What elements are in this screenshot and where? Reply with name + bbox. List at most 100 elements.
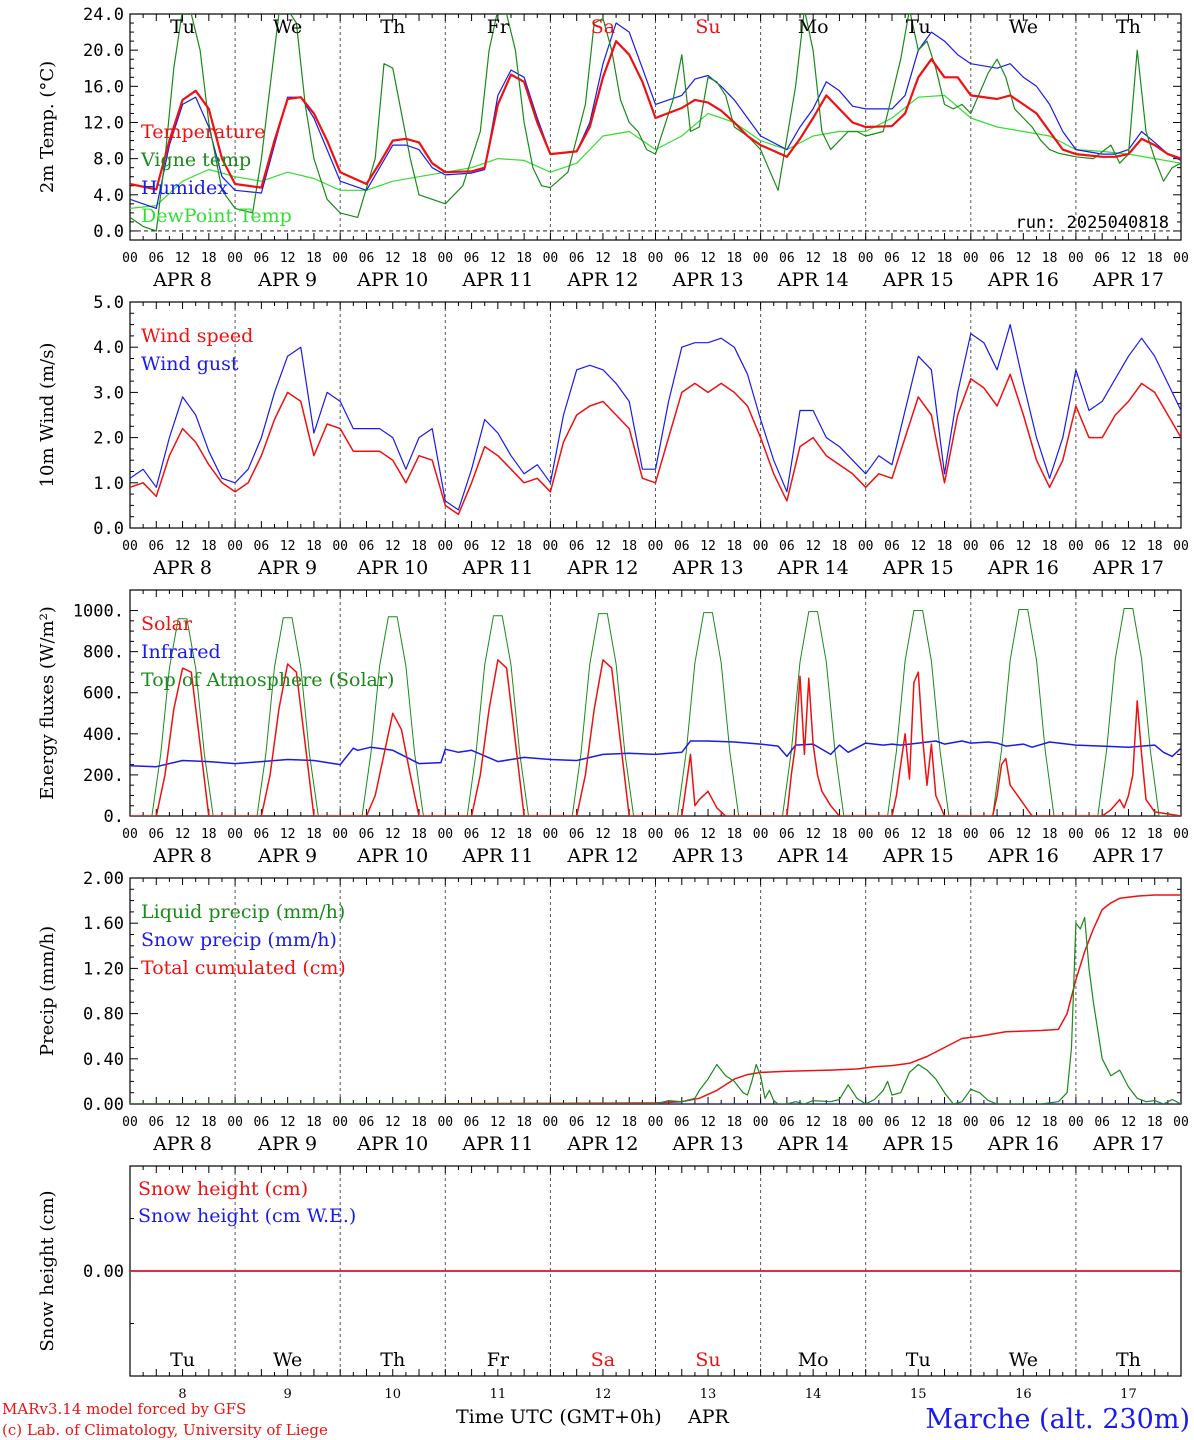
hour-label: 00 xyxy=(1173,1115,1189,1130)
time-axis-title: Time UTC (GMT+0h) xyxy=(456,1406,662,1428)
y-axis-label: Snow height (cm) xyxy=(37,1190,58,1351)
y-tick-label: 800. xyxy=(83,643,124,663)
hour-label: 18 xyxy=(937,1115,953,1130)
y-tick-label: 8.0 xyxy=(93,150,124,170)
weekday-label: Fr xyxy=(487,16,510,38)
date-label: APR 9 xyxy=(257,845,317,867)
weekday-label: We xyxy=(273,16,302,38)
hour-label: 12 xyxy=(280,251,296,266)
date-label: APR 14 xyxy=(777,845,849,867)
hour-label: 00 xyxy=(543,827,559,842)
hour-label: 06 xyxy=(1094,251,1110,266)
hour-label: 12 xyxy=(175,1115,191,1130)
hour-label: 06 xyxy=(779,827,795,842)
date-label: APR 16 xyxy=(987,1133,1059,1155)
hour-label: 00 xyxy=(753,827,769,842)
series-line-infrared xyxy=(130,740,1181,768)
hour-label: 00 xyxy=(648,1115,664,1130)
date-label: APR 12 xyxy=(566,845,638,867)
legend-entry: Snow precip (mm/h) xyxy=(141,929,337,951)
hour-label: 06 xyxy=(148,1115,164,1130)
date-label: APR 14 xyxy=(777,1133,849,1155)
hour-label: 12 xyxy=(700,827,716,842)
day-number-label: 14 xyxy=(805,1387,822,1402)
legend-entry: Vigne temp xyxy=(140,149,251,171)
hour-label: 06 xyxy=(989,827,1005,842)
hour-label: 06 xyxy=(464,1115,480,1130)
hour-label: 00 xyxy=(227,539,243,554)
hour-label: 18 xyxy=(1042,539,1058,554)
hour-label: 18 xyxy=(516,827,532,842)
hour-label: 18 xyxy=(201,539,217,554)
y-tick-label: 0.40 xyxy=(83,1050,124,1070)
weekday-label: We xyxy=(273,1349,302,1371)
hour-label: 00 xyxy=(648,827,664,842)
date-label: APR 16 xyxy=(987,845,1059,867)
hour-label: 18 xyxy=(937,539,953,554)
footer-model: MARv3.14 model forced by GFS xyxy=(2,1400,246,1418)
weekday-label: Mo xyxy=(798,16,829,38)
hour-label: 06 xyxy=(884,1115,900,1130)
hour-label: 06 xyxy=(674,539,690,554)
hour-label: 18 xyxy=(726,539,742,554)
hour-label: 06 xyxy=(359,1115,375,1130)
hour-label: 00 xyxy=(437,539,453,554)
legend-entry: Humidex xyxy=(141,177,228,199)
hour-label: 18 xyxy=(411,827,427,842)
hour-label: 00 xyxy=(1068,827,1084,842)
weekday-label: Sa xyxy=(591,1349,615,1371)
hour-label: 18 xyxy=(1147,251,1163,266)
hour-label: 12 xyxy=(805,251,821,266)
weekday-label: Th xyxy=(380,16,405,38)
hour-label: 00 xyxy=(963,827,979,842)
hour-label: 12 xyxy=(490,827,506,842)
y-tick-label: 200. xyxy=(83,766,124,786)
hour-label: 00 xyxy=(963,1115,979,1130)
hour-label: 12 xyxy=(595,251,611,266)
hour-label: 06 xyxy=(359,251,375,266)
hour-label: 12 xyxy=(700,1115,716,1130)
hour-label: 18 xyxy=(1147,827,1163,842)
hour-label: 06 xyxy=(1094,539,1110,554)
hour-label: 18 xyxy=(516,539,532,554)
date-label: APR 8 xyxy=(152,845,212,867)
panel-3: 0. 200. 400. 600. 800. 1000. Energy fluxes (W/… xyxy=(37,589,1189,867)
series-line-wind-gust xyxy=(130,324,1181,511)
series-line-total-cumulated-cm- xyxy=(130,894,1181,1104)
hour-label: 06 xyxy=(569,251,585,266)
hour-label: 12 xyxy=(175,827,191,842)
hour-label: 12 xyxy=(1016,251,1032,266)
hour-label: 00 xyxy=(753,251,769,266)
hour-label: 00 xyxy=(858,251,874,266)
hour-label: 06 xyxy=(779,251,795,266)
series-line-wind-speed xyxy=(130,373,1181,516)
hour-label: 12 xyxy=(1016,539,1032,554)
hour-label: 00 xyxy=(437,1115,453,1130)
date-label: APR 11 xyxy=(461,1133,533,1155)
hour-label: 18 xyxy=(201,827,217,842)
panel-5: 0.00 Snow height (cm) Snow height (cm) Snow… xyxy=(37,1165,1182,1402)
hour-label: 18 xyxy=(621,251,637,266)
hour-label: 18 xyxy=(411,539,427,554)
date-label: APR 10 xyxy=(356,557,428,579)
hour-label: 18 xyxy=(1042,251,1058,266)
weekday-label: We xyxy=(1009,1349,1038,1371)
hour-label: 06 xyxy=(359,827,375,842)
day-number-label: 13 xyxy=(700,1387,717,1402)
date-label: APR 14 xyxy=(777,557,849,579)
date-label: APR 13 xyxy=(672,845,744,867)
hour-label: 06 xyxy=(254,539,270,554)
hour-label: 12 xyxy=(595,1115,611,1130)
y-axis-label: Precip (mm/h) xyxy=(37,926,58,1056)
y-tick-label: 400. xyxy=(83,725,124,745)
hour-label: 06 xyxy=(148,539,164,554)
hour-label: 12 xyxy=(910,1115,926,1130)
weekday-label: Su xyxy=(695,1349,720,1371)
y-tick-label: 12.0 xyxy=(83,113,124,133)
weekday-label: Tu xyxy=(170,1349,195,1371)
weekday-label: Th xyxy=(1116,1349,1141,1371)
date-label: APR 17 xyxy=(1092,557,1164,579)
hour-label: 00 xyxy=(1068,1115,1084,1130)
series-line-top-of-atmosphere-solar- xyxy=(130,608,1181,816)
